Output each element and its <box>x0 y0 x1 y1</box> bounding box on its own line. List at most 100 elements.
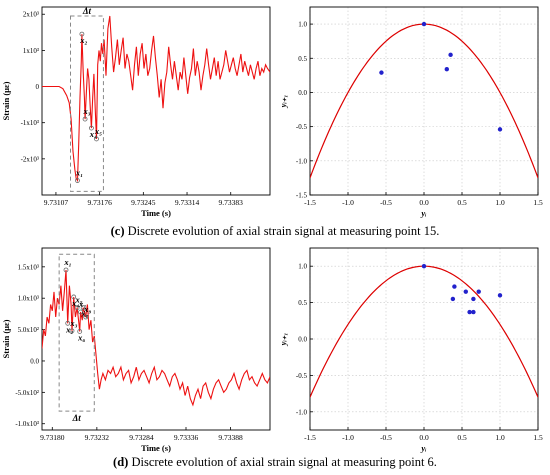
x-tick-label: 9.73388 <box>218 433 243 442</box>
scatter-point <box>421 21 427 27</box>
y-tick-label: -2x10³ <box>21 155 39 163</box>
y-tick-label: -1.0 <box>296 157 308 165</box>
scatter-point <box>450 296 456 302</box>
delta-t-label: Δt <box>72 413 82 423</box>
x-tick-label: 9.73232 <box>85 433 110 442</box>
marker-point <box>63 267 69 273</box>
scatter-point <box>476 289 481 294</box>
x-tick-label: -1.0 <box>342 433 354 442</box>
x-axis-label: yᵢ <box>420 443 427 453</box>
marker-label: x₁ <box>75 168 83 178</box>
x-tick-label: 9.73383 <box>219 198 244 207</box>
y-axis-label: Strain (με) <box>1 319 11 358</box>
x-tick-label: -0.5 <box>380 198 392 207</box>
marker-point <box>69 328 75 334</box>
x-tick-label: 0.5 <box>457 433 467 442</box>
marker-label: x₂ <box>65 324 73 334</box>
x-tick-label: 9.73314 <box>175 198 200 207</box>
marker-point <box>94 136 99 142</box>
scatter-point <box>463 289 468 294</box>
chart-d-right: -1.5 -1.0 -0.5 0.0 0.5 1.0 1.5 -1.0 -0.5 0.0 0.5 1.… <box>278 247 543 453</box>
x-tick-label: 1.5 <box>533 433 543 442</box>
y-axis-label: yᵢ₊₁ <box>278 95 288 109</box>
signal-line <box>42 269 270 407</box>
y-tick-label: -1.0 <box>296 408 308 416</box>
marker-point <box>78 309 83 315</box>
marker-point <box>74 305 80 311</box>
y-tick-label: 0 <box>36 83 40 91</box>
x-tick-label: 1.0 <box>495 198 505 207</box>
caption-c: (c) Discrete evolution of axial strain s… <box>0 224 550 239</box>
y-tick-label: 1.0 <box>298 263 307 271</box>
y-axis-label: Strain (με) <box>1 81 11 120</box>
marker-point <box>75 178 80 183</box>
x-tick-label: -1.5 <box>304 198 316 207</box>
marker-label: x₄ <box>71 298 79 308</box>
x-tick-label: 0.5 <box>457 198 467 207</box>
marker-point <box>65 320 71 326</box>
marker-label: x₅ <box>75 295 83 305</box>
marker-point <box>79 31 85 37</box>
x-tick-label: -0.5 <box>380 433 392 442</box>
y-axis-label: yᵢ₊₁ <box>278 333 288 347</box>
marker-point <box>80 305 86 311</box>
x-tick-label: -1.0 <box>342 198 354 207</box>
marker-label: x₃ <box>82 106 90 116</box>
y-tick-label: 0.5 <box>298 299 307 307</box>
caption-d: (d) Discrete evolution of axial strain s… <box>0 455 550 470</box>
plot-frame <box>41 6 271 196</box>
marker-label: x₄ <box>89 129 97 139</box>
chart-c-right: -1.5 -1.0 -0.5 0.0 0.5 1.0 1.5 -1.5 -1.0 -0.5 0.0 0… <box>278 6 543 218</box>
y-tick-label: 1.0x10³ <box>18 295 39 303</box>
scatter-point <box>379 70 384 75</box>
y-tick-label: -0.5 <box>296 372 308 380</box>
marker-label: x₆ <box>77 332 85 342</box>
scatter-point <box>471 296 476 302</box>
x-tick-label: 1.5 <box>533 198 543 207</box>
marker-label: x₂ <box>79 35 87 45</box>
x-axis-label: yᵢ <box>420 208 427 218</box>
scatter-point <box>471 309 476 315</box>
marker-point <box>83 314 89 320</box>
marker-label: x₅ <box>94 126 102 136</box>
y-tick-label: 0.5 <box>298 55 307 63</box>
y-tick-label: 1x10³ <box>23 47 39 55</box>
x-tick-label: 9.73180 <box>40 433 65 442</box>
caption-d-letter: (d) <box>113 455 129 469</box>
scatter-point <box>421 264 427 269</box>
x-tick-label: 0.0 <box>419 433 429 442</box>
y-tick-label: 0.0 <box>298 89 307 97</box>
scatter-point <box>497 293 503 298</box>
plot-frame <box>41 247 271 431</box>
delta-t-label: Δt <box>82 6 92 16</box>
signal-line <box>42 15 270 183</box>
x-tick-label: 0.0 <box>419 198 429 207</box>
marker-point <box>71 294 77 300</box>
caption-c-text: Discrete evolution of axial strain signa… <box>127 224 440 238</box>
marker-point <box>82 116 88 122</box>
marker-label: x₁ <box>63 257 71 267</box>
x-tick-label: 9.73284 <box>129 433 154 442</box>
y-tick-label: 0.0 <box>30 357 39 365</box>
y-tick-label: -0.5 <box>296 123 308 131</box>
scatter-point <box>452 284 457 289</box>
y-tick-label: -1.5 <box>296 192 308 200</box>
marker-label: x₉ <box>83 304 91 314</box>
y-tick-label: -1x10³ <box>21 119 39 127</box>
marker-point <box>89 125 94 131</box>
scatter-point <box>467 309 472 315</box>
y-tick-label: 0.0 <box>298 336 307 344</box>
marker-label: x₃ <box>69 318 77 328</box>
scatter-point <box>497 127 503 132</box>
y-tick-label: -1.0x10³ <box>15 420 39 428</box>
delta-t-box <box>58 253 95 412</box>
x-axis-label: Time (s) <box>141 443 171 453</box>
marker-label: x₈ <box>81 309 89 319</box>
x-tick-label: 9.73336 <box>174 433 199 442</box>
chart-c-left: 9.73107 9.73176 9.73245 9.73314 9.73383 -2x10… <box>1 6 271 218</box>
y-tick-label: 5.0x10² <box>18 326 39 334</box>
marker-label: x₇ <box>78 299 86 309</box>
marker-point <box>77 329 83 334</box>
y-tick-label: -5.0x10² <box>15 389 39 397</box>
